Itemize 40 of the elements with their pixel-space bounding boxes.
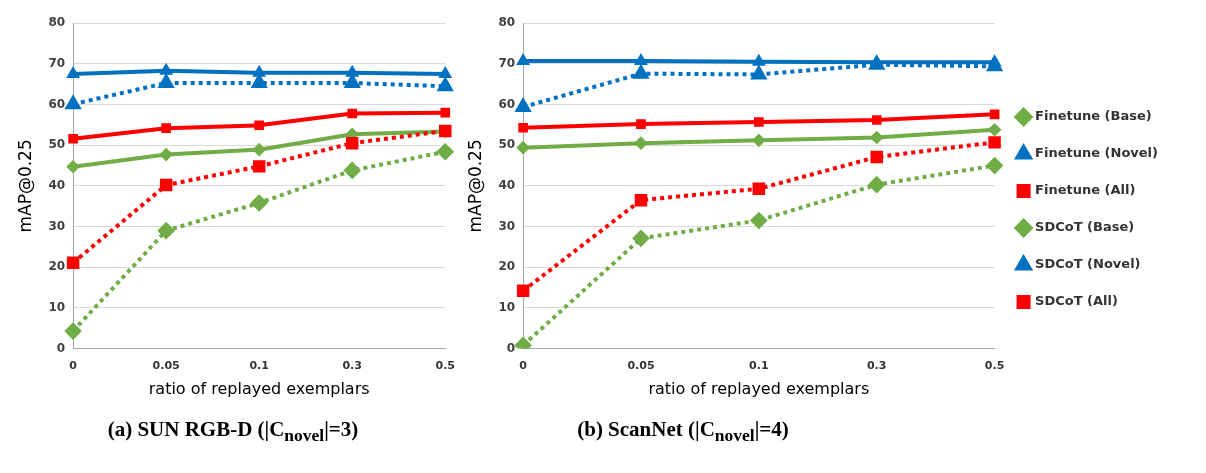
y-tick-label: 10 bbox=[498, 300, 516, 315]
y-tick-label: 20 bbox=[48, 259, 66, 274]
x-tick-label: 0.05 bbox=[152, 359, 180, 373]
legend-label: SDCoT (All) bbox=[1035, 293, 1118, 309]
y-tick-label: 70 bbox=[48, 56, 66, 70]
x-tick-label: 0.3 bbox=[342, 359, 362, 373]
y-tick-label: 80 bbox=[48, 15, 66, 30]
y-tick-label: 0 bbox=[506, 340, 516, 355]
x-tick-label: 0.5 bbox=[435, 359, 456, 373]
y-tick-label: 40 bbox=[48, 178, 66, 193]
y-axis-title: mAP@0.25 bbox=[14, 139, 35, 233]
x-tick-label: 0.5 bbox=[984, 359, 1005, 373]
y-tick-label: 70 bbox=[498, 56, 516, 70]
y-tick-label: 50 bbox=[498, 137, 516, 152]
x-axis-title: ratio of replayed exemplars bbox=[148, 378, 370, 398]
legend-label: Finetune (Base) bbox=[1035, 108, 1152, 124]
text: (b) ScanNet (|C$_{novel}$|=4) bbox=[576, 417, 790, 447]
y-tick-label: 10 bbox=[48, 300, 66, 315]
y-axis-title: mAP@0.25 bbox=[464, 139, 485, 233]
legend-label: Finetune (Novel) bbox=[1035, 145, 1159, 161]
x-tick-label: 0.1 bbox=[749, 359, 769, 373]
y-tick-label: 0 bbox=[56, 340, 66, 355]
y-tick-label: 60 bbox=[498, 96, 516, 111]
y-tick-label: 80 bbox=[498, 15, 516, 30]
y-tick-label: 20 bbox=[498, 259, 516, 274]
y-tick-label: 30 bbox=[498, 218, 516, 233]
x-tick-label: 0.05 bbox=[627, 359, 655, 373]
x-tick-label: 0 bbox=[69, 359, 78, 373]
x-tick-label: 0.1 bbox=[249, 359, 269, 373]
legend-label: Finetune (All) bbox=[1035, 182, 1136, 198]
y-tick-label: 60 bbox=[48, 96, 66, 111]
x-axis-title: ratio of replayed exemplars bbox=[648, 378, 870, 398]
y-tick-label: 40 bbox=[498, 178, 516, 193]
x-tick-label: 0.3 bbox=[866, 359, 887, 373]
legend-label: SDCoT (Novel) bbox=[1035, 256, 1141, 272]
legend-label: SDCoT (Base) bbox=[1035, 219, 1135, 235]
y-tick-label: 30 bbox=[48, 218, 66, 233]
x-tick-label: 0 bbox=[519, 359, 528, 373]
y-tick-label: 50 bbox=[48, 137, 66, 152]
text: (a) SUN RGB-D (|C$_{novel}$|=3) bbox=[106, 417, 360, 447]
